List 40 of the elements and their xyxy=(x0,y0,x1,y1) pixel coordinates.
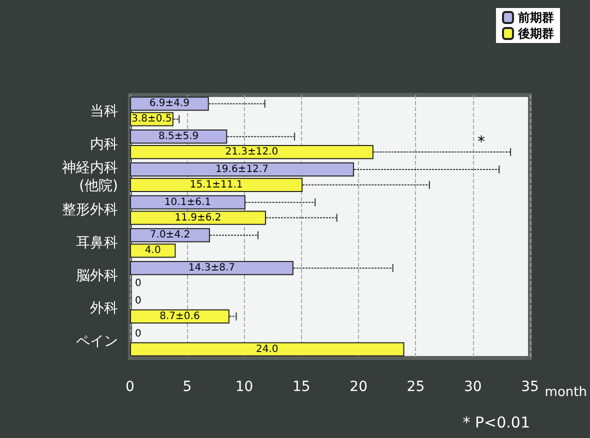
x-tick-label: 25 xyxy=(406,379,425,395)
y-tick-label: 神経内科 (他院) xyxy=(62,160,118,194)
x-tick-label: 30 xyxy=(464,379,482,395)
data-label: 4.0 xyxy=(144,245,161,256)
data-label: 21.3±12.0 xyxy=(225,146,278,158)
annotation: * xyxy=(478,132,486,150)
bar xyxy=(130,261,294,276)
data-label: 8.5±5.9 xyxy=(158,131,199,142)
y-tick-label: 脳外科 xyxy=(76,268,118,284)
data-label: 6.9±4.9 xyxy=(149,98,190,110)
data-label: 24.0 xyxy=(256,344,278,355)
data-label: 0 xyxy=(135,328,142,340)
data-label: 0 xyxy=(135,295,142,306)
data-label: 19.6±12.7 xyxy=(216,164,268,175)
y-tick-label: 当科 xyxy=(90,103,118,120)
data-label: 3.8±0.5 xyxy=(132,114,172,125)
data-label: 11.9±6.2 xyxy=(174,212,222,224)
data-label: 8.7±0.6 xyxy=(160,310,200,322)
y-tick-label: ペイン xyxy=(76,334,118,350)
x-tick-label: 0 xyxy=(126,379,134,395)
data-label: 14.3±8.7 xyxy=(188,262,235,274)
y-tick-label: 整形外科 xyxy=(62,202,118,218)
x-tick-label: 15 xyxy=(292,379,310,395)
legend-label: 前期群 xyxy=(517,10,554,24)
x-tick-label: 20 xyxy=(350,379,368,395)
data-label: 15.1±11.1 xyxy=(190,179,243,190)
data-label: 0 xyxy=(135,278,142,290)
y-tick-label: 内科 xyxy=(90,136,118,152)
x-axis-title: month xyxy=(544,385,588,400)
data-label: 10.1±6.1 xyxy=(164,196,211,208)
data-label: 7.0±4.2 xyxy=(150,230,190,241)
x-tick-label: 5 xyxy=(182,379,192,395)
y-tick-label: 外科 xyxy=(90,300,118,317)
text: * P<0.01 xyxy=(462,414,530,432)
bar xyxy=(130,309,230,324)
y-tick-label: 耳鼻科 xyxy=(76,234,118,251)
legend-label: 後期群 xyxy=(517,26,554,40)
bar xyxy=(130,342,404,356)
x-tick-label: 10 xyxy=(235,379,254,395)
x-tick-label: 35 xyxy=(521,379,539,395)
